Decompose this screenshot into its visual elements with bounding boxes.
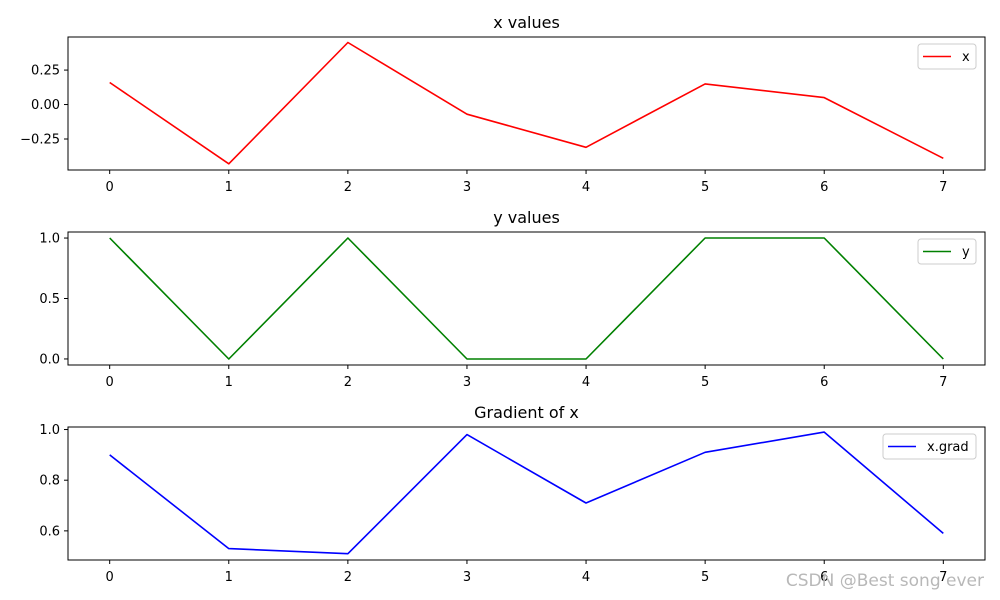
x-tick-label: 1: [225, 180, 233, 195]
x-tick-label: 6: [820, 375, 828, 390]
legend-label: x.grad: [927, 440, 969, 455]
x-tick-label: 4: [582, 180, 590, 195]
legend-box: [882, 433, 977, 460]
x-tick-label: 0: [106, 375, 114, 390]
legend: x.grad: [882, 433, 977, 460]
series-line-x-grad: [109, 431, 944, 555]
x-tick-label: 6: [820, 570, 828, 585]
x-tick-label: 6: [820, 180, 828, 195]
x-tick-label: 4: [582, 570, 590, 585]
y-tick-label: 1.0: [39, 423, 60, 438]
x-tick-label: 7: [939, 375, 947, 390]
y-tick-label: 0.6: [39, 524, 60, 539]
x-tick-label: 4: [582, 375, 590, 390]
x-tick-label: 1: [225, 570, 233, 585]
subplot-2: y values 0 1 2 3 4 5 6 7 1.0 0.5 0.0 y: [39, 208, 986, 390]
axes-frame: [67, 426, 986, 561]
x-tick-label: 3: [463, 375, 471, 390]
y-tick-label: 1.0: [39, 232, 60, 247]
x-tick-label: 7: [939, 180, 947, 195]
x-tick-label: 2: [344, 570, 352, 585]
subplot-3: Gradient of x 0 1 2 3 4 5 6 7 1.0 0.8 0.6 x.grad: [39, 403, 986, 585]
x-tick-label: 3: [463, 570, 471, 585]
x-tick-label: 5: [701, 375, 709, 390]
x-tick-label: 7: [939, 570, 947, 585]
y-tick-label: 0.00: [31, 98, 60, 113]
x-tick-label: 2: [344, 180, 352, 195]
x-tick-label: 3: [463, 180, 471, 195]
x-tick-label: 1: [225, 375, 233, 390]
axes-frame: [67, 231, 986, 366]
watermark: CSDN @Best song ever: [786, 571, 984, 591]
x-tick-label: 5: [701, 180, 709, 195]
legend: y: [917, 238, 977, 265]
y-tick-label: 0.25: [31, 64, 60, 79]
subplot-1: x values 0 1 2 3 4 5 6 7 0.25 0.00 −0.25 x: [20, 13, 986, 195]
legend-label: x: [962, 50, 970, 65]
chart-title: Gradient of x: [474, 403, 579, 422]
chart-title: x values: [493, 13, 560, 32]
chart-title: y values: [493, 208, 560, 227]
y-tick-label: 0.0: [39, 352, 60, 367]
x-tick-label: 2: [344, 375, 352, 390]
legend: x: [917, 43, 977, 70]
series-line-x: [109, 41, 944, 165]
y-tick-label: 0.8: [39, 474, 60, 489]
x-tick-label: 0: [106, 570, 114, 585]
axes-frame: [67, 36, 986, 171]
x-tick-label: 5: [701, 570, 709, 585]
y-tick-label: 0.5: [39, 292, 60, 307]
legend-label: y: [962, 245, 970, 260]
x-tick-label: 0: [106, 180, 114, 195]
y-tick-label: −0.25: [20, 132, 60, 147]
series-line-y: [109, 237, 944, 360]
